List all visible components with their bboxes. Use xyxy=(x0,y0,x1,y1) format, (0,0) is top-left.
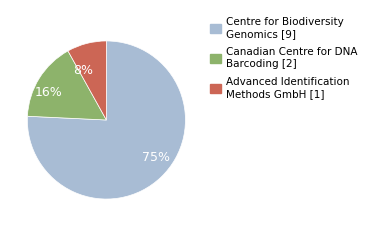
Wedge shape xyxy=(68,41,106,120)
Wedge shape xyxy=(27,41,185,199)
Text: 8%: 8% xyxy=(73,64,93,77)
Text: 75%: 75% xyxy=(142,151,170,164)
Legend: Centre for Biodiversity
Genomics [9], Canadian Centre for DNA
Barcoding [2], Adv: Centre for Biodiversity Genomics [9], Ca… xyxy=(211,17,358,99)
Text: 16%: 16% xyxy=(35,86,63,99)
Wedge shape xyxy=(27,51,106,120)
